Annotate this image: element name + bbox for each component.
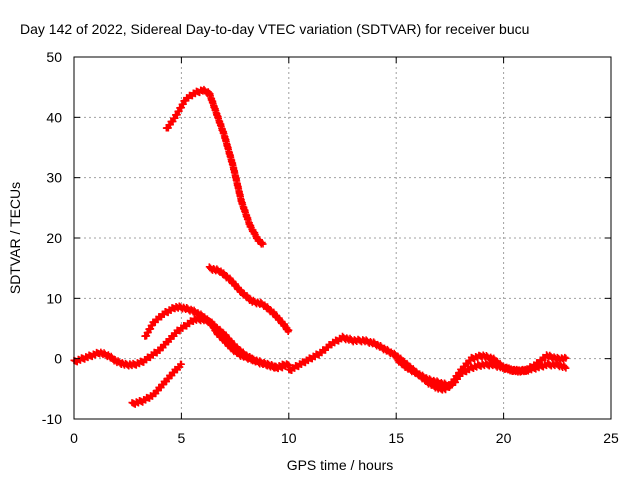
data-point — [561, 363, 569, 371]
y-tick-label: 20 — [46, 230, 62, 246]
y-tick-label: 0 — [54, 351, 62, 367]
series-arc-5 — [70, 314, 293, 372]
series-arc-4 — [128, 360, 185, 408]
x-tick-label: 5 — [178, 430, 186, 446]
data-point — [177, 360, 185, 368]
data-point — [561, 353, 569, 361]
axis-layer: 0 5 10 15 20 25 -10 0 10 20 30 40 50 — [42, 49, 619, 446]
x-axis-label: GPS time / hours — [287, 457, 394, 473]
data-point — [258, 239, 266, 247]
data-point — [284, 361, 292, 369]
series-arc-7 — [392, 351, 570, 391]
x-tick-label: 15 — [388, 430, 404, 446]
data-point — [562, 354, 570, 362]
x-tick-label: 20 — [496, 430, 512, 446]
y-tick-label: 30 — [46, 170, 62, 186]
grid-layer — [74, 57, 611, 419]
data-point — [562, 364, 570, 372]
y-axis-label: SDTVAR / TECUs — [7, 182, 23, 294]
x-tick-label: 10 — [281, 430, 297, 446]
y-tick-label: 40 — [46, 109, 62, 125]
x-tick-label: 25 — [603, 430, 619, 446]
y-tick-label: 50 — [46, 49, 62, 65]
data-point — [259, 240, 267, 248]
data-point — [285, 326, 293, 334]
data-layer — [70, 85, 570, 408]
series-arc-2 — [205, 263, 293, 336]
y-tick-label: -10 — [42, 411, 62, 427]
y-tick-label: 10 — [46, 290, 62, 306]
chart-title: Day 142 of 2022, Sidereal Day-to-day VTE… — [20, 21, 529, 37]
series-arc-1 — [162, 85, 267, 248]
x-tick-label: 0 — [70, 430, 78, 446]
